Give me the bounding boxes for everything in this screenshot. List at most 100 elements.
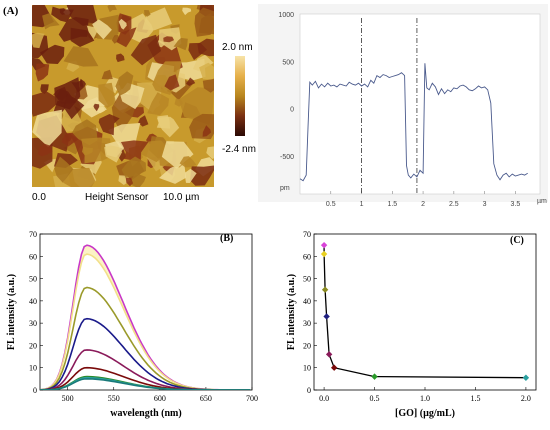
afm-flake: [138, 115, 149, 127]
panel-b-y-tick-label: 0: [33, 386, 37, 395]
height-profile-chart: 1000 500 0 -500 0.5 1 1.5 2 2.5 3 3.5 pm µm: [278, 12, 547, 208]
afm-flake: [82, 146, 93, 156]
afm-flake: [92, 19, 112, 40]
panel-b-frame: [39, 233, 253, 391]
afm-flake: [202, 78, 214, 93]
afm-height-image: [32, 5, 214, 187]
afm-axis-start: 0.0: [32, 192, 46, 203]
afm-flake: [184, 168, 197, 183]
panel-c-x-tick-label: 1.5: [470, 394, 480, 403]
panel-b-series-line: [40, 378, 251, 390]
panel-b-y-tick-label: 30: [29, 319, 37, 328]
panel-b-x-label: wavelength (nm): [110, 408, 181, 419]
profile-x-tick-label: 3.5: [511, 201, 521, 208]
afm-flake: [63, 94, 85, 120]
panel-b-y-tick-label: 70: [29, 230, 37, 239]
afm-flake: [81, 137, 112, 164]
afm-flake: [190, 165, 214, 186]
panel-label-c: (C): [510, 235, 524, 246]
afm-flake: [115, 71, 134, 96]
panel-b-x-tick-label: 550: [108, 394, 120, 403]
panel-c-x-tick-label: 0.5: [370, 394, 380, 403]
profile-y-tick-label: 1000: [278, 12, 294, 19]
afm-flake: [79, 78, 86, 87]
panel-c-data-point: [320, 241, 328, 249]
profile-x-unit: µm: [537, 198, 547, 205]
panel-c-data-point: [323, 313, 330, 320]
panel-c-y-tick-label: 10: [303, 364, 311, 373]
afm-flake: [107, 5, 117, 13]
afm-flake: [116, 53, 125, 63]
panel-c-y-tick-label: 20: [303, 341, 311, 350]
profile-x-tick-label: 1.5: [387, 201, 397, 208]
panel-c-y-tick-label: 30: [303, 319, 311, 328]
panel-c-data-point: [330, 364, 338, 371]
panel-label-a: (A): [3, 5, 19, 17]
afm-axis-end: 10.0 µm: [163, 192, 199, 203]
afm-flake: [40, 44, 65, 64]
afm-flake: [97, 106, 105, 114]
afm-flake: [98, 82, 116, 108]
afm-flake: [66, 5, 98, 26]
panel-c-y-tick-label: 50: [303, 275, 311, 284]
panel-b-y-tick-label: 60: [29, 252, 37, 261]
panel-b-y-label: FL intensity (a.u.): [6, 274, 17, 350]
afm-flake: [32, 109, 62, 147]
afm-flake: [202, 125, 211, 137]
panel-c-x-tick-label: 1.0: [420, 394, 430, 403]
profile-plot-area: [299, 13, 541, 195]
panel-c-data-point: [325, 351, 333, 358]
panel-c-y-tick-label: 0: [307, 386, 311, 395]
scale-top-label: 2.0 nm: [222, 42, 253, 53]
afm-flake: [147, 92, 170, 116]
afm-flake: [61, 132, 79, 147]
afm-flake: [163, 36, 175, 43]
fluorescence-spectra-chart: 0 10 20 30 40 50 60 70 500 550 600 650 700 wavelength…: [6, 230, 258, 419]
afm-flake: [104, 145, 123, 163]
panel-c-data-point: [522, 374, 530, 381]
profile-y-unit: pm: [280, 185, 290, 192]
afm-flake: [131, 173, 146, 187]
panel-c-y-tick-label: 60: [303, 252, 311, 261]
profile-y-tick-label: 500: [282, 59, 294, 66]
panel-b-y-tick-label: 10: [29, 364, 37, 373]
afm-flake: [101, 69, 113, 80]
afm-flake: [161, 141, 194, 169]
panel-label-b: (B): [220, 233, 233, 244]
profile-x-tick-label: 2: [421, 201, 425, 208]
afm-flake: [63, 167, 96, 187]
panel-c-x-label: [GO] (µg/mL): [395, 408, 455, 419]
profile-x-tick-label: 3: [483, 201, 487, 208]
profile-x-tick-label: 0.5: [326, 201, 336, 208]
panel-c-y-tick-label: 40: [303, 297, 311, 306]
panel-c-data-point: [371, 373, 378, 380]
afm-flake: [206, 146, 214, 159]
afm-flake: [127, 13, 154, 44]
afm-flake: [198, 12, 214, 35]
afm-flake: [197, 38, 214, 57]
fl-vs-go-chart: 0 10 20 30 40 50 60 70 0.0 0.5 1.0 1.5 2.0 [GO] (µg/m…: [286, 230, 537, 419]
afm-flake: [70, 27, 95, 47]
afm-flake: [32, 32, 45, 49]
panel-b-x-tick-label: 500: [62, 394, 74, 403]
panel-c-x-tick-label: 2.0: [521, 394, 531, 403]
panel-c-data-point: [320, 250, 328, 258]
panel-b-series-line: [40, 286, 251, 390]
panel-c-x-tick-label: 0.0: [319, 394, 329, 403]
panel-b-x-tick-label: 600: [154, 394, 166, 403]
panel-c-y-tick-label: 70: [303, 230, 311, 239]
profile-line: [299, 63, 528, 182]
afm-flake: [130, 34, 162, 66]
afm-flake: [121, 156, 146, 178]
scale-bottom-label: -2.4 nm: [222, 144, 256, 155]
panel-b-x-tick-label: 700: [246, 394, 258, 403]
afm-flake: [32, 91, 56, 117]
afm-flake: [156, 116, 180, 138]
afm-flake: [199, 62, 214, 80]
afm-flake: [119, 140, 149, 162]
panel-b-y-tick-label: 20: [29, 341, 37, 350]
panel-c-y-label: FL intensity (a.u.): [286, 274, 297, 350]
afm-flake: [144, 10, 151, 17]
panel-c-frame: [313, 233, 537, 391]
afm-channel-label: Height Sensor: [85, 192, 149, 203]
